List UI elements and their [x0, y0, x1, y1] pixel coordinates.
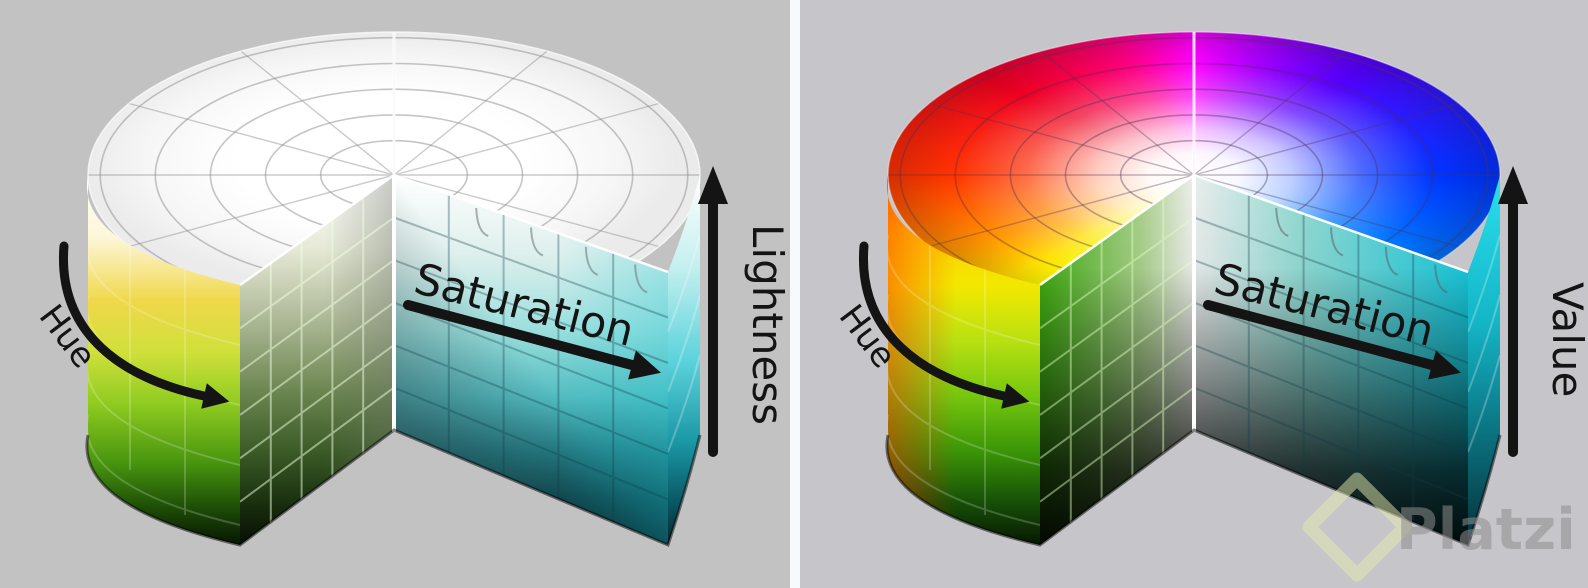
hsv-bottom-shadow-edge: [885, 428, 1502, 548]
panel-divider: [790, 0, 800, 588]
hsl-cut-face-left: [240, 175, 394, 545]
saturation-arrow: [403, 300, 661, 380]
hsl-outer-wall-left: [86, 175, 241, 545]
panel-hsv: Hue Saturation Value Platzi: [800, 0, 1588, 588]
hsv-cut-face-left: [1040, 175, 1194, 545]
platzi-logo-icon: [1302, 472, 1412, 582]
value-label: Value: [1543, 282, 1588, 397]
hsl-outer-wall-right: [668, 175, 700, 545]
hsl-cut-edges: [239, 173, 669, 287]
hsv-cut-edges: [1039, 173, 1469, 287]
hsl-cylinder-drawing: Hue Saturation Lightness: [31, 31, 790, 548]
platzi-watermark: Platzi: [1302, 472, 1576, 582]
hue-arrow: [58, 241, 230, 409]
hsv-outer-wall-right: [1468, 175, 1500, 545]
hsl-groove-hooks: [475, 207, 648, 294]
hsv-cylinder-drawing: Hue Saturation Value Platzi: [831, 31, 1588, 582]
hue-arrow: [858, 241, 1030, 409]
hsl-bottom-shadow-edge: [85, 428, 702, 548]
panel-hsl: Hue Saturation Lightness: [0, 0, 790, 588]
hsv-outer-wall-left: [886, 175, 1040, 545]
lightness-arrow: [698, 166, 728, 457]
hsv-cut-face-right: [1194, 175, 1468, 545]
hsl-cut-face-right: [394, 175, 668, 545]
saturation-arrow: [1203, 300, 1461, 380]
hsv-groove-hooks: [1275, 207, 1448, 294]
platzi-watermark-text: Platzi: [1396, 497, 1576, 563]
value-arrow: [1498, 166, 1528, 457]
hsv-wall-right-texture: [1468, 234, 1500, 453]
lightness-label: Lightness: [743, 224, 790, 425]
hsl-wall-right-texture: [668, 234, 700, 453]
